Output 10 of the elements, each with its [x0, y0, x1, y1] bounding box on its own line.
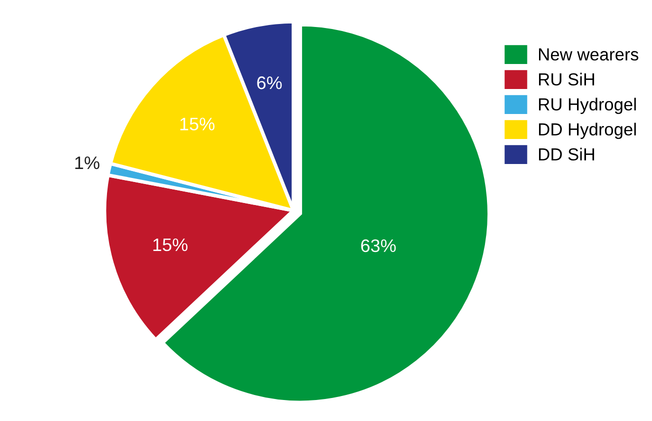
- legend-label: DD SiH: [539, 148, 594, 161]
- legend-label: RU SiH: [539, 72, 594, 86]
- data-label: 6%: [257, 76, 282, 90]
- data-label: 15%: [153, 238, 188, 252]
- data-label: 15%: [180, 118, 214, 130]
- legend-label: RU Hydrogel: [539, 98, 636, 114]
- data-label: 63%: [361, 239, 396, 252]
- legend-label: DD Hydrogel: [539, 122, 636, 139]
- data-label: 1%: [75, 156, 100, 170]
- legend-label: New wearers: [539, 48, 638, 61]
